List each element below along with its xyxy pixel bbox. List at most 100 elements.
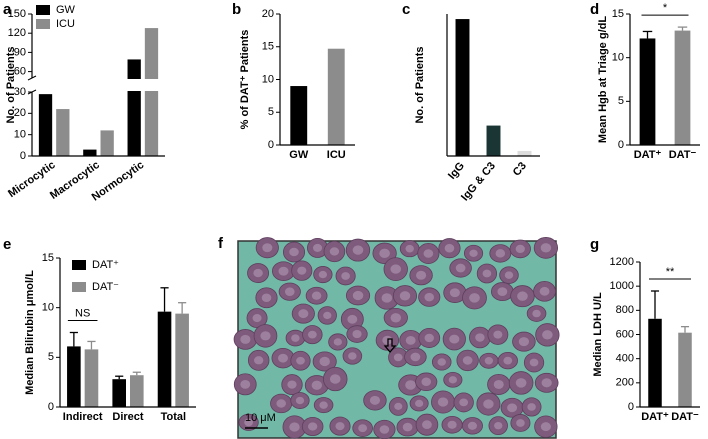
- cell-center: [424, 333, 434, 343]
- cell-center: [291, 334, 300, 342]
- y-tick-label: 0: [48, 401, 54, 413]
- cell-center: [515, 378, 527, 388]
- bar: [127, 59, 141, 156]
- y-tick-label: 0: [268, 139, 274, 151]
- cell-center: [467, 421, 477, 430]
- cell-center: [423, 249, 434, 258]
- panel-label: f: [218, 235, 224, 252]
- cell-center: [405, 336, 416, 345]
- y-axis-label: % of DAT⁺ Patients: [239, 30, 251, 130]
- cell-center: [348, 352, 357, 360]
- cell-center: [475, 333, 485, 342]
- cell-center: [307, 330, 317, 339]
- cell-center: [329, 374, 341, 384]
- scale-bar-label: 10 μM: [245, 412, 276, 424]
- cell-center: [390, 313, 402, 323]
- cell-center: [448, 376, 457, 384]
- legend-swatch: [36, 5, 50, 15]
- x-tick-label: DAT⁻: [669, 149, 697, 161]
- bar: [100, 130, 114, 156]
- cell-center: [540, 422, 551, 432]
- cell-center: [515, 244, 525, 254]
- cell-center: [240, 334, 251, 344]
- legend-label: DAT⁻: [92, 281, 119, 293]
- cell-center: [240, 379, 251, 389]
- bar: [83, 149, 97, 156]
- cell-center: [278, 353, 288, 363]
- cell-center: [495, 249, 506, 258]
- cell-center: [527, 403, 536, 411]
- cell-center: [497, 287, 508, 296]
- cell-center: [295, 396, 305, 405]
- y-axis-label: Mean Hgb at Triage g/dL: [597, 16, 609, 143]
- y-tick-label: 150: [8, 8, 26, 20]
- cell-center: [469, 293, 480, 303]
- bar: [112, 379, 126, 407]
- cell-center: [260, 331, 271, 341]
- legend-label: DAT⁺: [92, 259, 119, 271]
- y-tick-label: 400: [616, 353, 634, 365]
- cell-center: [424, 292, 435, 302]
- y-tick-label: 20: [14, 107, 26, 119]
- cell-center: [253, 268, 263, 278]
- y-tick-label: 10: [14, 129, 26, 141]
- micrograph: 10 μM f: [218, 235, 560, 439]
- x-tick-label: C3: [511, 160, 529, 178]
- y-tick-label: 0: [20, 150, 26, 162]
- cell-center: [462, 356, 473, 365]
- bar: [327, 48, 345, 146]
- cell-center: [289, 247, 299, 257]
- cell-center: [393, 353, 403, 362]
- y-tick-label: 15: [262, 41, 274, 53]
- significance-label: *: [663, 2, 668, 14]
- cell-center: [390, 264, 402, 274]
- y-tick-label: 5: [48, 351, 54, 363]
- bar: [639, 38, 656, 145]
- cell-center: [352, 290, 364, 301]
- cell-center: [410, 352, 421, 362]
- cell-center: [312, 243, 323, 252]
- bar: [486, 125, 501, 156]
- cell-center: [347, 314, 358, 324]
- y-tick-label: 10: [262, 73, 274, 85]
- y-tick-label: 0: [618, 139, 624, 151]
- bar: [290, 86, 308, 145]
- cell-center: [493, 379, 504, 389]
- legend-swatch: [36, 19, 50, 29]
- cell-center: [319, 401, 328, 409]
- cell-center: [311, 291, 322, 300]
- cell-center: [261, 293, 272, 303]
- cell-center: [335, 422, 345, 431]
- cells: [233, 237, 560, 439]
- panel-label: e: [3, 236, 11, 253]
- x-tick-label: Total: [161, 411, 186, 423]
- x-tick-label: DAT⁺: [641, 411, 669, 423]
- cell-center: [449, 334, 460, 344]
- y-axis-label: No. of Patients: [414, 46, 426, 123]
- cell-center: [252, 314, 262, 323]
- y-tick-label: 200: [616, 377, 634, 389]
- y-axis-label: No. of Patients: [5, 46, 17, 123]
- y-tick-label: 800: [616, 304, 634, 316]
- cell-center: [352, 329, 362, 339]
- cell-center: [369, 395, 381, 405]
- cell-center: [504, 271, 514, 279]
- cell-center: [405, 380, 416, 390]
- legend-swatch: [72, 282, 86, 292]
- y-tick-label: 10: [612, 52, 624, 64]
- cell-center: [483, 399, 494, 409]
- cell-center: [379, 425, 390, 434]
- x-tick-label: Direct: [112, 411, 144, 423]
- cell-center: [517, 291, 528, 301]
- x-tick-label: DAT⁻: [671, 411, 699, 423]
- panel-label: g: [590, 236, 599, 253]
- cell-center: [323, 311, 332, 320]
- cell-center: [516, 419, 525, 427]
- break-mark: [27, 75, 37, 81]
- cell-center: [307, 422, 318, 431]
- bar: [144, 28, 159, 156]
- break-mark: [27, 89, 37, 95]
- cell-center: [405, 244, 414, 253]
